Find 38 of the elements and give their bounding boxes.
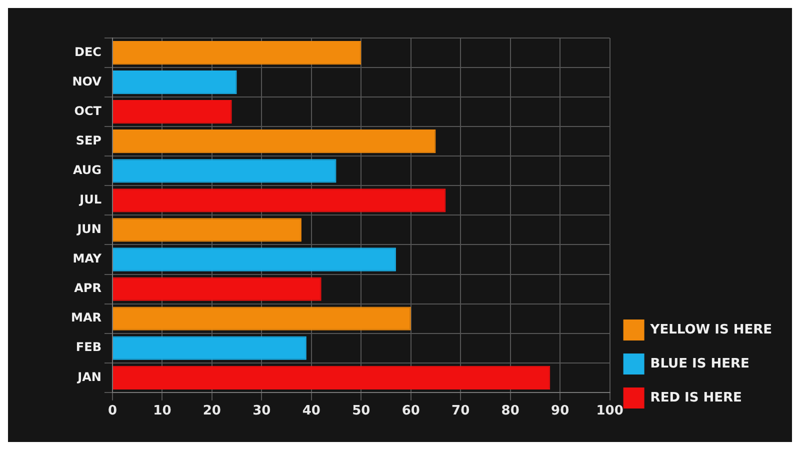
bar	[112, 366, 550, 390]
y-tick-label: JUL	[78, 192, 102, 207]
x-tick-label: 0	[108, 404, 117, 419]
x-tick-label: 70	[452, 404, 470, 419]
bar	[112, 100, 232, 124]
bar	[112, 248, 396, 272]
x-tick-label: 90	[551, 404, 570, 419]
bar	[112, 70, 237, 94]
y-tick-label: DEC	[74, 44, 102, 59]
bar	[112, 159, 336, 183]
y-tick-label: AUG	[72, 163, 102, 178]
x-tick-label: 60	[402, 404, 420, 419]
y-tick-label: MAR	[71, 310, 102, 325]
x-tick-label: 50	[352, 404, 370, 419]
legend-label: RED IS HERE	[650, 390, 742, 406]
legend-label: BLUE IS HERE	[650, 356, 750, 372]
x-tick-label: 80	[501, 404, 520, 419]
y-tick-label: OCT	[74, 104, 102, 118]
bar	[112, 306, 411, 330]
y-tick-label: JUN	[76, 222, 102, 236]
bar	[112, 188, 446, 212]
x-tick-label: 100	[596, 404, 624, 419]
y-tick-label: SEP	[76, 133, 102, 148]
x-tick-label: 40	[302, 404, 320, 419]
bar	[112, 130, 436, 154]
legend-label: YELLOW IS HERE	[649, 322, 772, 338]
y-tick-label: JAN	[76, 370, 102, 384]
bar	[112, 277, 322, 301]
y-tick-label: MAY	[72, 252, 102, 266]
x-tick-label: 30	[252, 404, 271, 419]
bar	[112, 336, 306, 360]
y-tick-label: NOV	[72, 74, 102, 88]
bar	[112, 218, 302, 242]
bar	[112, 40, 362, 65]
y-tick-label: APR	[74, 281, 102, 296]
x-tick-label: 20	[202, 404, 221, 419]
y-tick-label: FEB	[76, 340, 102, 354]
x-tick-label: 10	[153, 404, 172, 419]
